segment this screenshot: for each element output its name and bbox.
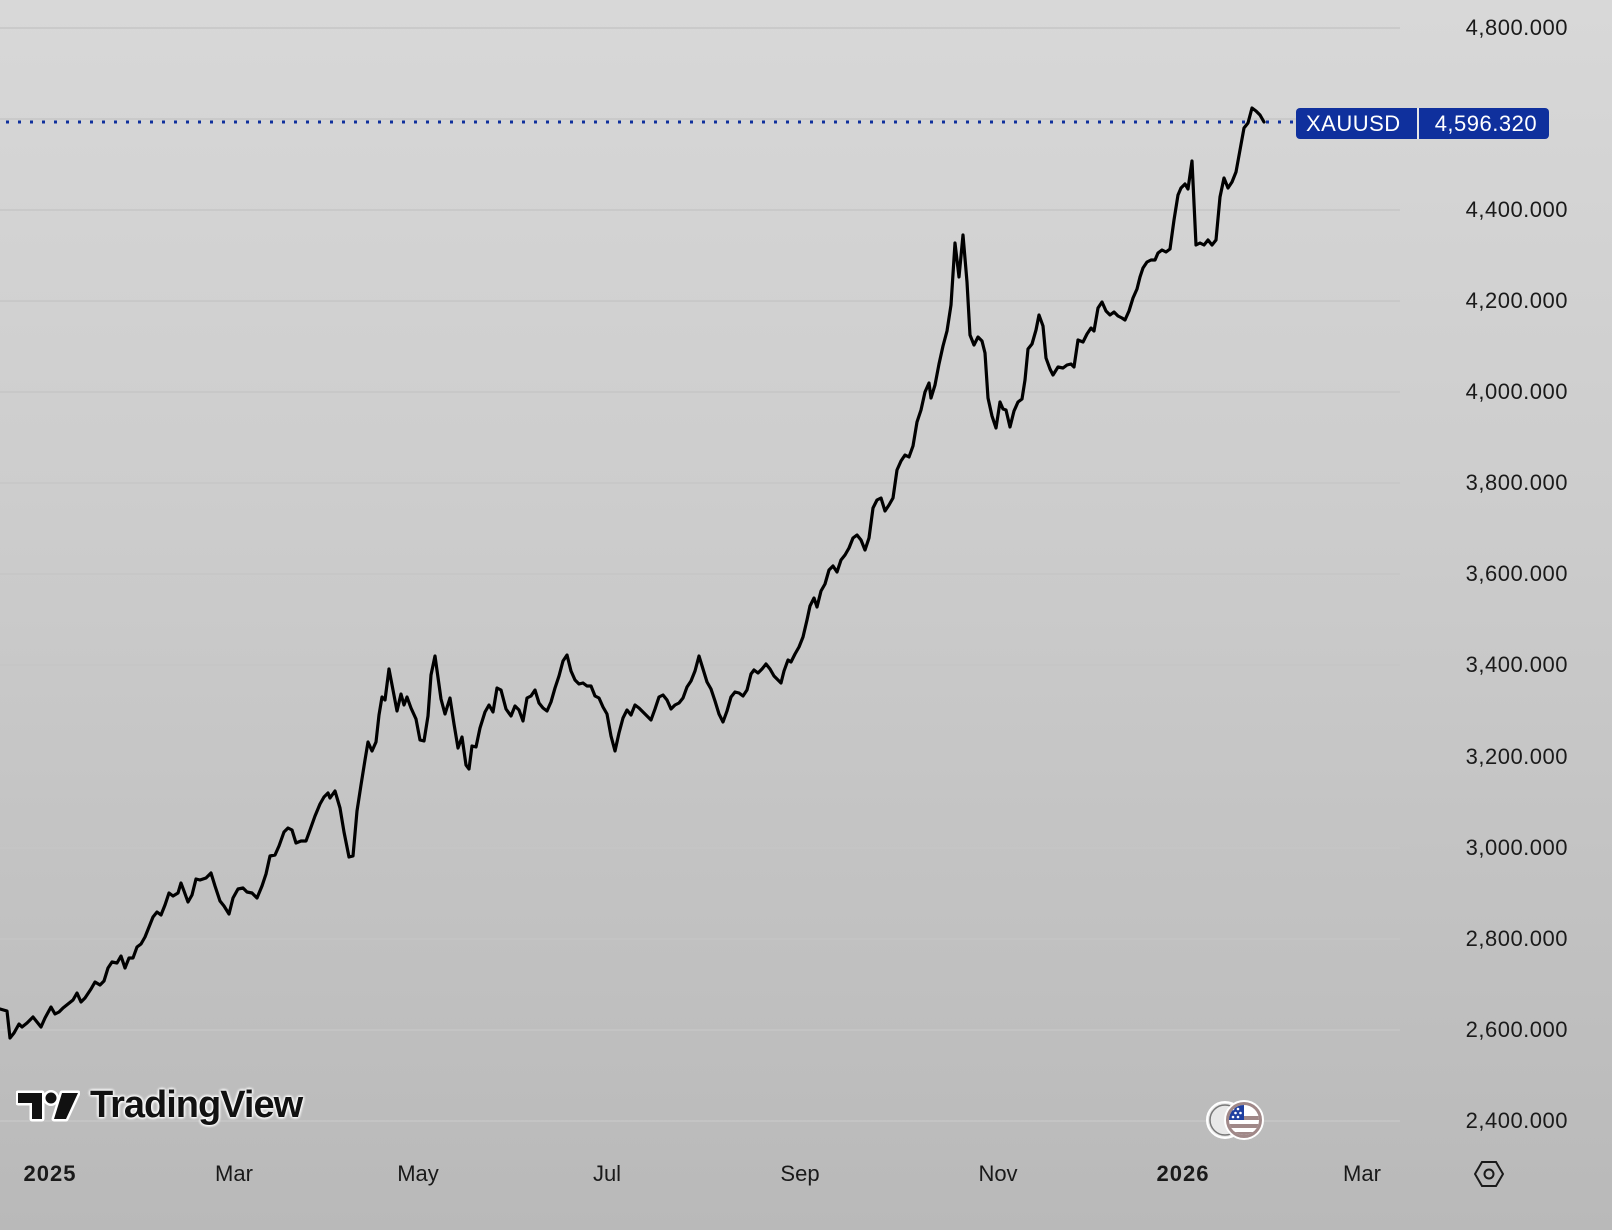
- x-tick-label: Jul: [592, 1161, 622, 1186]
- x-tick-label: May: [397, 1161, 439, 1186]
- logo-text: TradingView: [90, 1084, 303, 1126]
- x-tick-label: 2025: [23, 1161, 77, 1186]
- y-tick-label: 4,000.000: [1465, 379, 1568, 404]
- y-tick-label: 3,400.000: [1465, 652, 1568, 677]
- y-tick-label: 2,400.000: [1465, 1108, 1568, 1133]
- currency-flags-icon[interactable]: [1205, 1098, 1267, 1142]
- x-tick-label: Mar: [1343, 1161, 1381, 1186]
- y-tick-label: 4,800.000: [1465, 15, 1568, 40]
- price-series-line: [0, 106, 1266, 1040]
- y-tick-label: 4,400.000: [1465, 197, 1568, 222]
- x-tick-label: 2026: [1156, 1161, 1210, 1186]
- x-tick-label: Nov: [978, 1161, 1018, 1186]
- y-tick-label: 3,800.000: [1465, 470, 1568, 495]
- y-tick-label: 3,200.000: [1465, 744, 1568, 769]
- current-price-value: 4,596.320: [1434, 110, 1538, 136]
- y-tick-label: 3,600.000: [1465, 561, 1568, 586]
- current-price-tag: XAUUSD 4,596.320: [1296, 108, 1550, 139]
- tradingview-logo[interactable]: TradingView: [16, 1084, 303, 1127]
- x-tick-label: Mar: [215, 1161, 253, 1186]
- y-tick-label: 4,200.000: [1465, 288, 1568, 313]
- tradingview-logo-icon: [16, 1089, 80, 1121]
- y-tick-label: 3,000.000: [1465, 835, 1568, 860]
- y-tick-label: 2,800.000: [1465, 926, 1568, 951]
- hexagon-gear-icon[interactable]: [1473, 1160, 1505, 1188]
- y-tick-label: 2,600.000: [1465, 1017, 1568, 1042]
- symbol-label: XAUUSD: [1296, 108, 1419, 139]
- gridlines: [0, 27, 1400, 1122]
- x-tick-label: Sep: [780, 1161, 820, 1186]
